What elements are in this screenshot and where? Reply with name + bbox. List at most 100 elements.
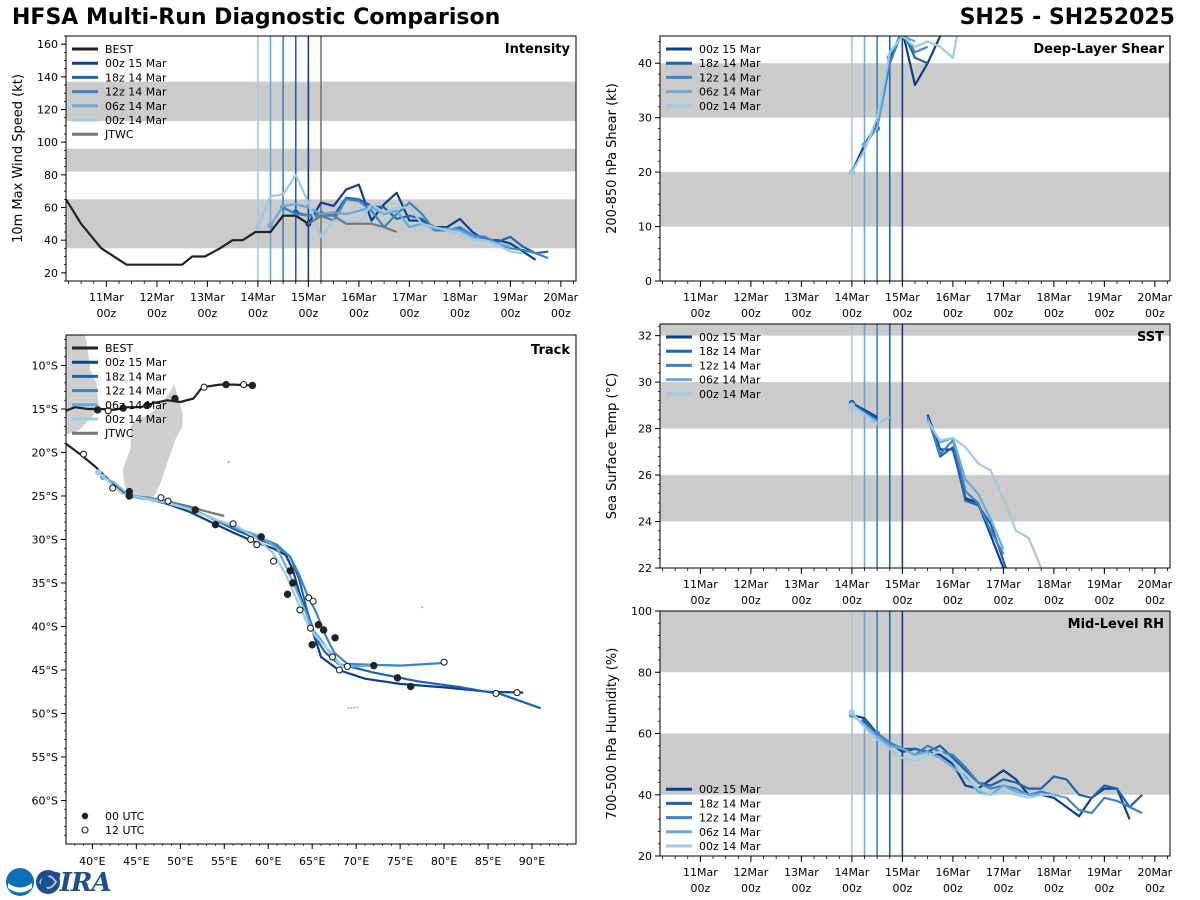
rh-legend-label: 00z 14 Mar: [699, 840, 761, 853]
sst-x-tick-hour: 00z: [791, 594, 811, 607]
rh-series-18z-14-mar: [863, 720, 1143, 809]
rh-x-tick-label: 17Mar: [986, 866, 1021, 879]
sst-x-tick-hour: 00z: [691, 594, 711, 607]
globe-icon: [36, 870, 60, 894]
track-x-tick-label: 60°E: [255, 855, 281, 868]
sst-legend-label: 00z 14 Mar: [699, 388, 761, 401]
track-x-tick-label: 85°E: [475, 855, 501, 868]
intensity-x-tick-hour: 00z: [97, 307, 117, 320]
shear-y-tick-label: 20: [638, 166, 652, 179]
intensity-series-jtwc: [307, 214, 398, 234]
track-marker-12utc: [104, 407, 112, 415]
intensity-y-tick-label: 140: [37, 71, 58, 84]
intensity-x-tick-label: 19Mar: [493, 291, 528, 304]
rh-x-tick-hour: 00z: [943, 882, 963, 895]
rh-legend-label: 12z 14 Mar: [699, 812, 761, 825]
shear-y-tick-label: 10: [638, 221, 652, 234]
rh-x-tick-hour: 00z: [741, 882, 761, 895]
track-y-tick-label: 45°S: [32, 664, 58, 677]
track-marker-00utc: [319, 626, 328, 634]
track-x-tick-label: 45°E: [123, 855, 149, 868]
sst-x-tick-label: 19Mar: [1087, 578, 1122, 591]
intensity-legend-label: 00z 14 Mar: [105, 114, 167, 127]
track-marker-00utc: [314, 621, 323, 629]
track-marker-00utc: [191, 506, 199, 514]
track-legend-label: JTWC: [104, 427, 134, 440]
shear-x-tick-label: 17Mar: [986, 291, 1021, 304]
shear-y-axis-label: 200-850 hPa Shear (kt): [605, 83, 620, 234]
rh-x-tick-label: 19Mar: [1087, 866, 1122, 879]
intensity-init-marker: [254, 224, 261, 231]
rh-y-tick-label: 80: [638, 666, 652, 679]
shear-x-tick-label: 12Mar: [734, 291, 769, 304]
page-title: HFSA Multi-Run Diagnostic Comparison: [12, 5, 501, 30]
rh-x-tick-label: 20Mar: [1137, 866, 1172, 879]
track-marker-12utc: [492, 689, 500, 698]
sst-y-tick-label: 22: [638, 562, 652, 575]
intensity-plot-area: [66, 36, 576, 281]
rh-x-tick-label: 15Mar: [885, 866, 920, 879]
intensity-series-00z-14-mar: [256, 173, 524, 255]
intensity-y-tick-label: 60: [44, 202, 58, 215]
rh-x-tick-hour: 00z: [791, 882, 811, 895]
track-legend-label: 12z 14 Mar: [105, 385, 167, 398]
track-x-tick-label: 65°E: [299, 855, 325, 868]
reunion-island: [227, 460, 230, 464]
track-legend-label: 06z 14 Mar: [105, 399, 167, 412]
track-marker-00utc: [289, 579, 297, 587]
sst-x-tick-label: 17Mar: [986, 578, 1021, 591]
rh-x-tick-label: 13Mar: [784, 866, 819, 879]
track-marker-12utc: [229, 520, 237, 528]
track-series-18z-14-mar: [129, 494, 542, 710]
sst-init-marker: [848, 402, 855, 409]
rh-x-tick-hour: 00z: [842, 882, 862, 895]
sst-x-tick-hour: 00z: [1145, 594, 1165, 607]
intensity-panel-label: Intensity: [505, 42, 571, 57]
track-marker-00utc: [283, 590, 292, 598]
rh-legend-label: 06z 14 Mar: [699, 826, 761, 839]
track-marker-00utc: [248, 381, 257, 390]
intensity-x-tick-label: 12Mar: [140, 291, 175, 304]
track-marker-12utc: [513, 689, 521, 697]
track-x-tick-label: 90°E: [519, 855, 545, 868]
intensity-x-tick-hour: 00z: [147, 307, 167, 320]
intensity-legend-label: 00z 15 Mar: [105, 57, 167, 70]
track-x-tick-label: 50°E: [167, 855, 193, 868]
track-series-00z-15-mar: [129, 494, 524, 694]
sst-y-tick-label: 26: [638, 469, 652, 482]
shear-band: [660, 172, 1170, 227]
shear-x-tick-hour: 00z: [842, 307, 862, 320]
intensity-y-tick-label: 100: [37, 136, 58, 149]
shear-x-tick-label: 14Mar: [834, 291, 869, 304]
intensity-legend-label: 18z 14 Mar: [105, 71, 167, 84]
sst-y-tick-label: 28: [638, 423, 652, 436]
rh-init-marker: [848, 709, 855, 716]
track-marker-00utc: [370, 661, 378, 670]
sst-legend-label: 12z 14 Mar: [699, 359, 761, 372]
shear-legend-label: 18z 14 Mar: [699, 57, 761, 70]
sst-y-tick-label: 30: [638, 376, 652, 389]
intensity-y-tick-label: 40: [44, 234, 58, 247]
sst-legend-label: 18z 14 Mar: [699, 345, 761, 358]
sst-series-18z-14-mar: [851, 402, 1007, 568]
sst-plot-area: [660, 324, 1170, 568]
intensity-y-tick-label: 120: [37, 104, 58, 117]
rh-y-tick-label: 60: [638, 728, 652, 741]
track-marker-12utc: [157, 494, 165, 502]
track-marker-12utc: [269, 557, 278, 565]
track-x-tick-label: 40°E: [79, 855, 105, 868]
track-y-tick-label: 15°S: [32, 403, 58, 416]
sst-legend-label: 06z 14 Mar: [699, 374, 761, 387]
shear-x-tick-hour: 00z: [791, 307, 811, 320]
track-series-12z-14-mar: [129, 494, 445, 667]
sst-panel-label: SST: [1137, 330, 1164, 345]
rh-x-tick-label: 18Mar: [1036, 866, 1071, 879]
track-marker-12utc: [296, 606, 304, 614]
track-marker-00utc: [331, 634, 339, 642]
intensity-x-tick-hour: 00z: [450, 307, 470, 320]
track-legend-label: 18z 14 Mar: [105, 370, 167, 383]
rh-x-tick-label: 12Mar: [734, 866, 769, 879]
rh-y-tick-label: 100: [631, 605, 652, 618]
intensity-legend-label: 12z 14 Mar: [105, 86, 167, 99]
track-marker-12utc: [328, 653, 336, 661]
